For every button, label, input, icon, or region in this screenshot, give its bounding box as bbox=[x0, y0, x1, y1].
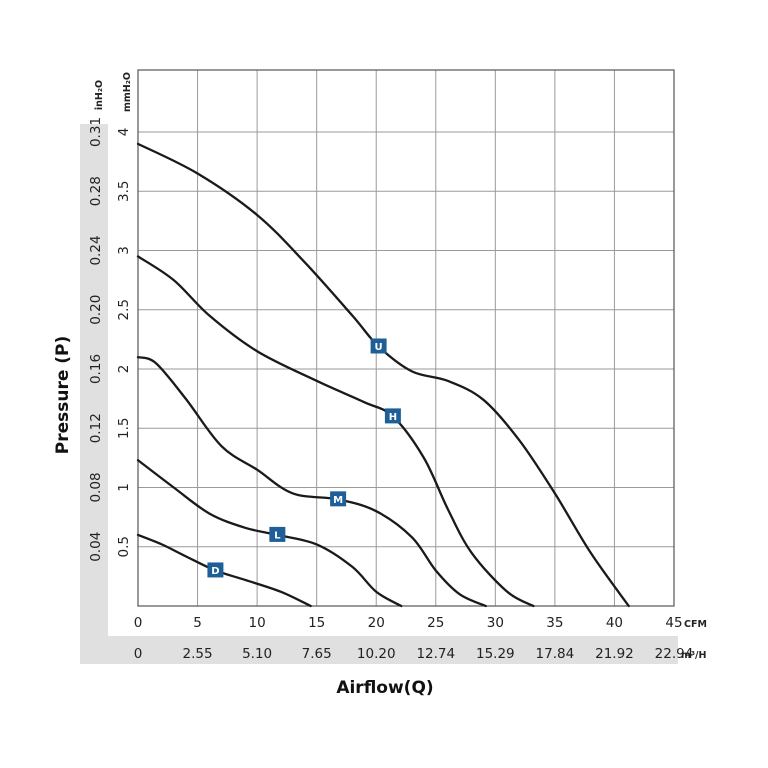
x2-tick-label: 0 bbox=[134, 646, 143, 662]
y2-tick-label: 0.28 bbox=[88, 176, 104, 206]
x2-tick-label: 7.65 bbox=[302, 646, 332, 662]
y-tick-label: 4 bbox=[116, 128, 132, 137]
y2-tick-label: 0.16 bbox=[88, 354, 104, 384]
x2-tick-label: 12.74 bbox=[416, 646, 455, 662]
y-axis-ticks: 0.5 1 1.5 2 2.5 3 3.5 4 bbox=[116, 128, 132, 558]
curve-label-box bbox=[269, 526, 286, 542]
curve-label-text: U bbox=[375, 342, 383, 353]
y2-tick-label: 0.31 bbox=[88, 117, 104, 147]
y-tick-label: 3.5 bbox=[116, 181, 132, 202]
x-tick-label: 20 bbox=[368, 615, 385, 631]
y2-tick-label: 0.20 bbox=[88, 295, 104, 325]
curve-label-h: H bbox=[384, 408, 401, 424]
x-tick-label: 45 bbox=[665, 615, 682, 631]
x-tick-label: 10 bbox=[249, 615, 266, 631]
curve-label-m: M bbox=[330, 491, 347, 507]
y-tick-label: 0.5 bbox=[116, 536, 132, 557]
y2-tick-label: 0.08 bbox=[88, 472, 104, 502]
y2-tick-label: 0.24 bbox=[88, 235, 104, 265]
y-unit-label: mmH₂O bbox=[122, 72, 133, 112]
y2-tick-label: 0.04 bbox=[88, 532, 104, 562]
x-axis-ticks: 0 5 10 15 20 25 30 35 40 45 bbox=[134, 615, 683, 631]
curve-label-text: M bbox=[333, 495, 343, 506]
curve-labels: U H M L D bbox=[207, 338, 401, 578]
y-tick-label: 2.5 bbox=[116, 299, 132, 320]
curves bbox=[136, 142, 630, 608]
x2-tick-label: 21.92 bbox=[595, 646, 634, 662]
gridlines bbox=[138, 70, 674, 606]
x-tick-label: 0 bbox=[134, 615, 143, 631]
x-tick-label: 5 bbox=[193, 615, 202, 631]
x2-tick-label: 22.94 bbox=[655, 646, 694, 662]
plot-frame bbox=[137, 69, 675, 607]
x2-tick-label: 15.29 bbox=[476, 646, 515, 662]
y2-tick-label: 0.12 bbox=[88, 413, 104, 443]
y-tick-label: 1.5 bbox=[116, 418, 132, 439]
curve-d bbox=[136, 533, 312, 608]
x-tick-label: 25 bbox=[427, 615, 444, 631]
x-axis-title: Airflow(Q) bbox=[336, 678, 433, 698]
curve-m bbox=[136, 356, 487, 608]
x2-unit-label: m³/H bbox=[681, 650, 707, 661]
x-tick-label: 30 bbox=[487, 615, 504, 631]
x2-tick-label: 2.55 bbox=[183, 646, 213, 662]
x2-tick-label: 17.84 bbox=[536, 646, 575, 662]
curve-u bbox=[136, 142, 630, 608]
curve-label-box bbox=[207, 562, 224, 578]
curve-label-box bbox=[370, 338, 387, 354]
bottom-secondary-axis-band bbox=[80, 636, 678, 664]
curve-label-box bbox=[330, 491, 347, 507]
curve-h bbox=[136, 255, 535, 608]
left-secondary-axis-band bbox=[80, 124, 108, 664]
y-tick-label: 2 bbox=[116, 365, 132, 374]
curve-label-box bbox=[384, 408, 401, 424]
y2-axis-ticks: 0.04 0.08 0.12 0.16 0.20 0.24 0.28 0.31 bbox=[88, 117, 104, 562]
y-tick-label: 3 bbox=[116, 246, 132, 255]
curve-label-text: L bbox=[274, 530, 281, 541]
curve-label-text: H bbox=[389, 412, 397, 423]
x-unit-label: CFM bbox=[684, 619, 707, 630]
y-tick-label: 1 bbox=[116, 483, 132, 492]
y2-unit-label: inH₂O bbox=[94, 80, 105, 110]
x-tick-label: 35 bbox=[546, 615, 563, 631]
x-tick-label: 15 bbox=[308, 615, 325, 631]
x2-tick-label: 10.20 bbox=[357, 646, 396, 662]
x2-axis-ticks: 0 2.55 5.10 7.65 10.20 12.74 15.29 17.84 21.92 22… bbox=[134, 646, 694, 662]
curve-label-text: D bbox=[211, 566, 219, 577]
curve-label-d: D bbox=[207, 562, 224, 578]
curve-label-u: U bbox=[370, 338, 387, 354]
x-tick-label: 40 bbox=[606, 615, 623, 631]
curve-label-l: L bbox=[269, 526, 286, 542]
y-axis-title: Pressure (P) bbox=[53, 336, 73, 455]
x2-tick-label: 5.10 bbox=[242, 646, 272, 662]
